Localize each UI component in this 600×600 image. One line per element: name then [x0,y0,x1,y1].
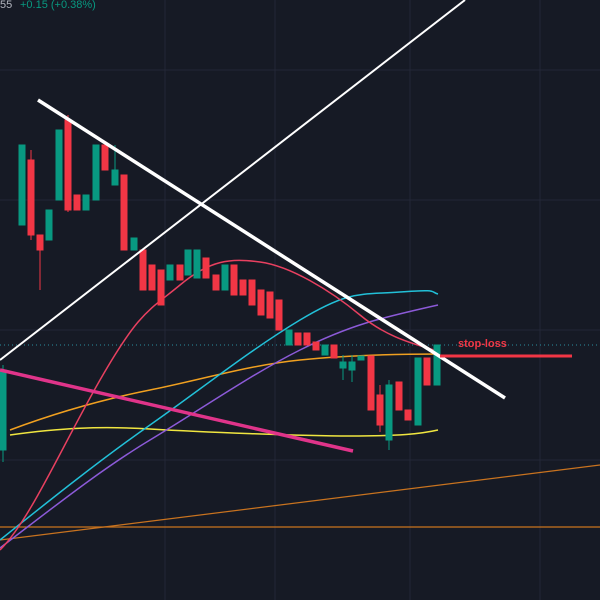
drawn-line [0,0,466,361]
downtrend-line [37,98,506,400]
price: 55 [0,0,12,11]
candles-up [0,129,441,462]
annotation: stop-loss [458,338,507,350]
moving-averages [0,259,441,551]
drawn-line [0,368,354,453]
candles-down [27,115,431,432]
trend-line [0,464,600,541]
change: +0.15 (+0.38%) [20,0,96,11]
